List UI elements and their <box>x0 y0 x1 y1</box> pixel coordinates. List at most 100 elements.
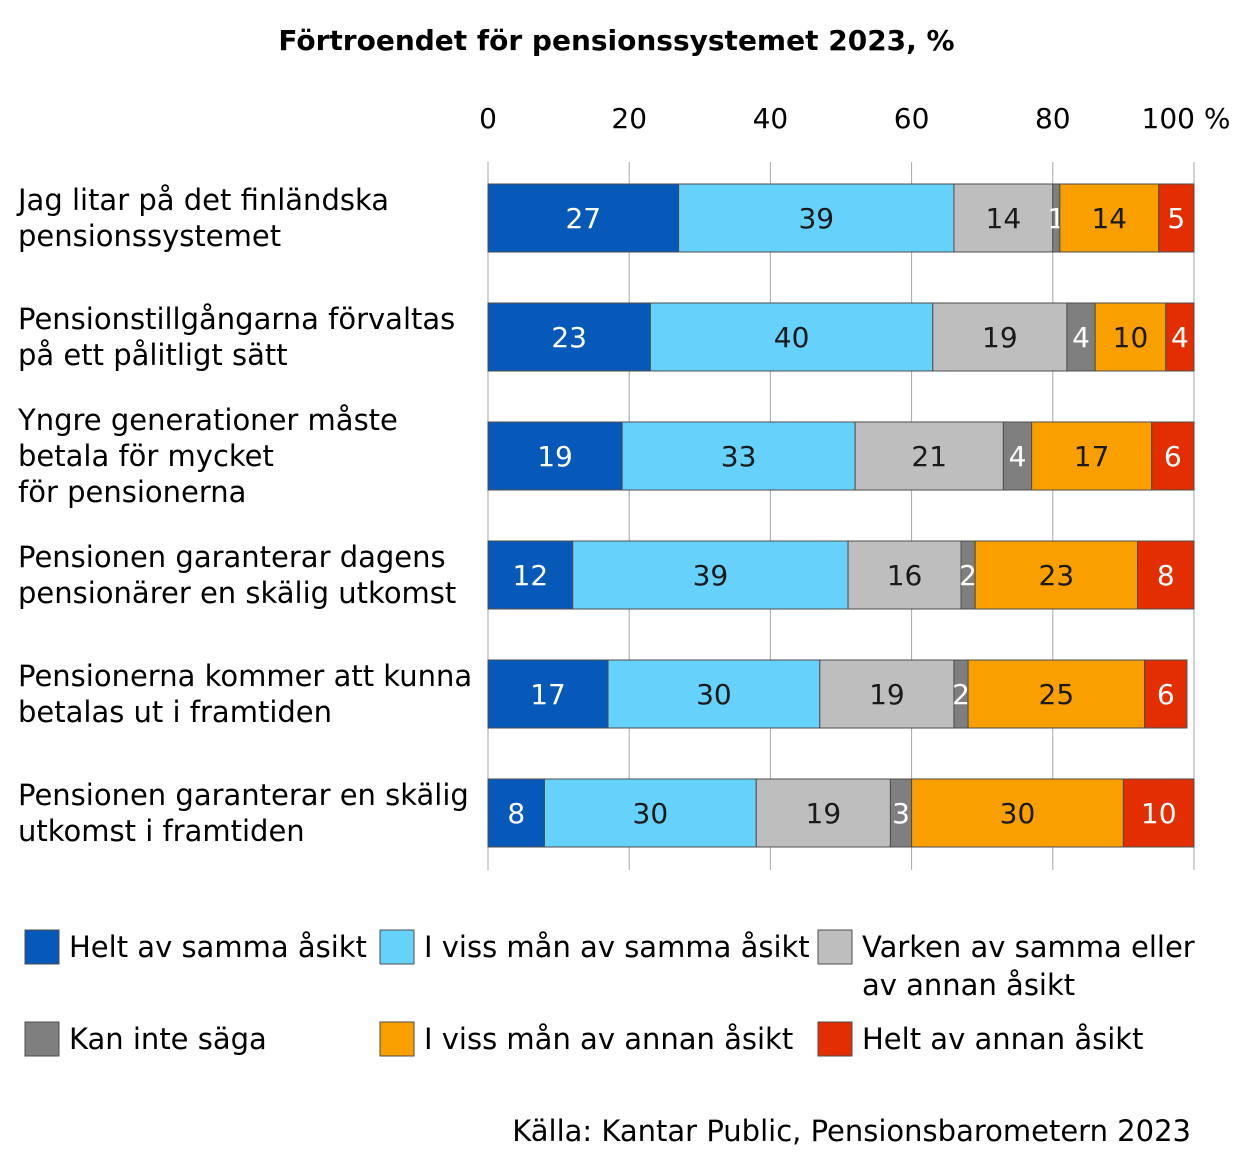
data-label: 19 <box>982 321 1018 354</box>
bar-segment <box>847 540 962 610</box>
category-label: Yngre generationer måste betala för mycke… <box>17 403 398 509</box>
data-label: 4 <box>1072 321 1090 354</box>
data-label: 27 <box>565 202 601 235</box>
bar-segment <box>487 183 680 253</box>
bar-segment <box>487 302 651 372</box>
legend-label: I viss mån av samma åsikt <box>424 930 810 964</box>
data-label: 19 <box>806 797 842 830</box>
bar-segment <box>974 540 1139 610</box>
bar-segment <box>1165 302 1195 372</box>
legend-label-line: Helt av samma åsikt <box>69 930 367 964</box>
x-tick-label: 40 <box>753 102 789 135</box>
legend-label-line: Kan inte säga <box>69 1022 267 1056</box>
bar-segment <box>607 659 821 729</box>
data-label: 8 <box>1157 559 1175 592</box>
data-label: 19 <box>537 440 573 473</box>
legend-label: Kan inte säga <box>69 1022 267 1056</box>
bar-segment <box>621 421 856 491</box>
data-label: 30 <box>633 797 669 830</box>
data-label: 4 <box>1171 321 1189 354</box>
legend-label: Helt av annan åsikt <box>862 1022 1143 1056</box>
x-tick-label: 80 <box>1035 102 1071 135</box>
data-label: 12 <box>513 559 549 592</box>
data-label: 6 <box>1164 440 1182 473</box>
bar-segment <box>819 659 955 729</box>
bar-segment <box>911 778 1124 848</box>
x-tick-label: 20 <box>611 102 647 135</box>
category-label-line: pensionssystemet <box>18 219 281 253</box>
category-label-line: pensionärer en skälig utkomst <box>18 576 456 610</box>
data-label: 23 <box>1039 559 1075 592</box>
category-label-line: utkomst i framtiden <box>18 814 305 848</box>
bar-segment <box>1059 183 1160 253</box>
legend-label: Helt av samma åsikt <box>69 930 367 964</box>
chart-title: Förtroendet för pensionssystemet 2023, % <box>278 24 955 57</box>
category-label-line: för pensionerna <box>18 475 246 509</box>
legend-label-line: I viss mån av samma åsikt <box>424 930 810 964</box>
bar-segment <box>1144 659 1188 729</box>
category-label-line: på ett pålitligt sätt <box>18 338 288 372</box>
legend-swatch <box>24 1021 60 1057</box>
data-label: 30 <box>696 678 732 711</box>
data-label: 10 <box>1113 321 1149 354</box>
legend-swatch <box>379 929 415 965</box>
category-label-line: Yngre generationer måste <box>17 403 398 437</box>
x-tick-label: 0 <box>479 102 497 135</box>
data-label: 21 <box>911 440 947 473</box>
data-label: 14 <box>986 202 1022 235</box>
data-label: 30 <box>1000 797 1036 830</box>
data-label: 17 <box>1074 440 1110 473</box>
source-note: Källa: Kantar Public, Pensionsbarometern… <box>512 1114 1191 1148</box>
bar-segment <box>487 540 574 610</box>
bar-segment <box>854 421 1004 491</box>
data-label: 39 <box>693 559 729 592</box>
legend-label-line: av annan åsikt <box>862 968 1075 1002</box>
bar-segment <box>487 778 545 848</box>
bar-segment <box>932 302 1068 372</box>
data-label: 6 <box>1157 678 1175 711</box>
legend-label-line: Helt av annan åsikt <box>862 1022 1143 1056</box>
data-label: 4 <box>1009 440 1027 473</box>
data-label: 17 <box>530 678 566 711</box>
category-label-line: Pensionen garanterar dagens <box>18 540 446 574</box>
category-label: Pensionstillgångarna förvaltas på ett pål… <box>18 302 455 372</box>
legend-label-line: I viss mån av annan åsikt <box>424 1022 793 1056</box>
category-label-line: betalas ut i framtiden <box>18 695 332 729</box>
legend-swatch <box>24 929 60 965</box>
data-label: 3 <box>892 797 910 830</box>
legend-swatch <box>379 1021 415 1057</box>
bar-segment <box>1122 778 1195 848</box>
data-label: 8 <box>507 797 525 830</box>
bar-segment <box>1137 540 1195 610</box>
bar-segment <box>967 659 1146 729</box>
bar-segment <box>487 659 609 729</box>
category-label: Pensionerna kommer att kunna betalas ut i… <box>18 659 472 729</box>
legend-label: Varken av samma eller av annan åsikt <box>862 930 1195 1002</box>
data-label: 2 <box>952 678 970 711</box>
category-label: Jag litar på det finländska pensionssyste… <box>16 183 389 253</box>
data-label: 2 <box>959 559 977 592</box>
legend-swatch <box>817 929 853 965</box>
data-label: 19 <box>869 678 905 711</box>
data-label: 40 <box>774 321 810 354</box>
data-label: 5 <box>1167 202 1185 235</box>
bar-segment <box>1094 302 1167 372</box>
legend-swatch <box>817 1021 853 1057</box>
data-label: 23 <box>551 321 587 354</box>
category-label: Pensionen garanterar dagens pensionärer e… <box>18 540 456 610</box>
bar-segment <box>543 778 757 848</box>
bar-segment <box>1031 421 1153 491</box>
bar-segment <box>1158 183 1195 253</box>
category-label-line: Pensionerna kommer att kunna <box>18 659 472 693</box>
legend-label: I viss mån av annan åsikt <box>424 1022 793 1056</box>
x-tick-label: 60 <box>894 102 930 135</box>
bar-segment <box>1002 421 1033 491</box>
category-label-line: betala för mycket <box>18 439 274 473</box>
data-label: 33 <box>721 440 757 473</box>
category-label-line: Jag litar på det finländska <box>16 183 389 217</box>
category-label-line: Pensionen garanterar en skälig <box>18 778 469 812</box>
data-label: 25 <box>1039 678 1075 711</box>
x-tick-label: 100 % <box>1142 102 1231 135</box>
